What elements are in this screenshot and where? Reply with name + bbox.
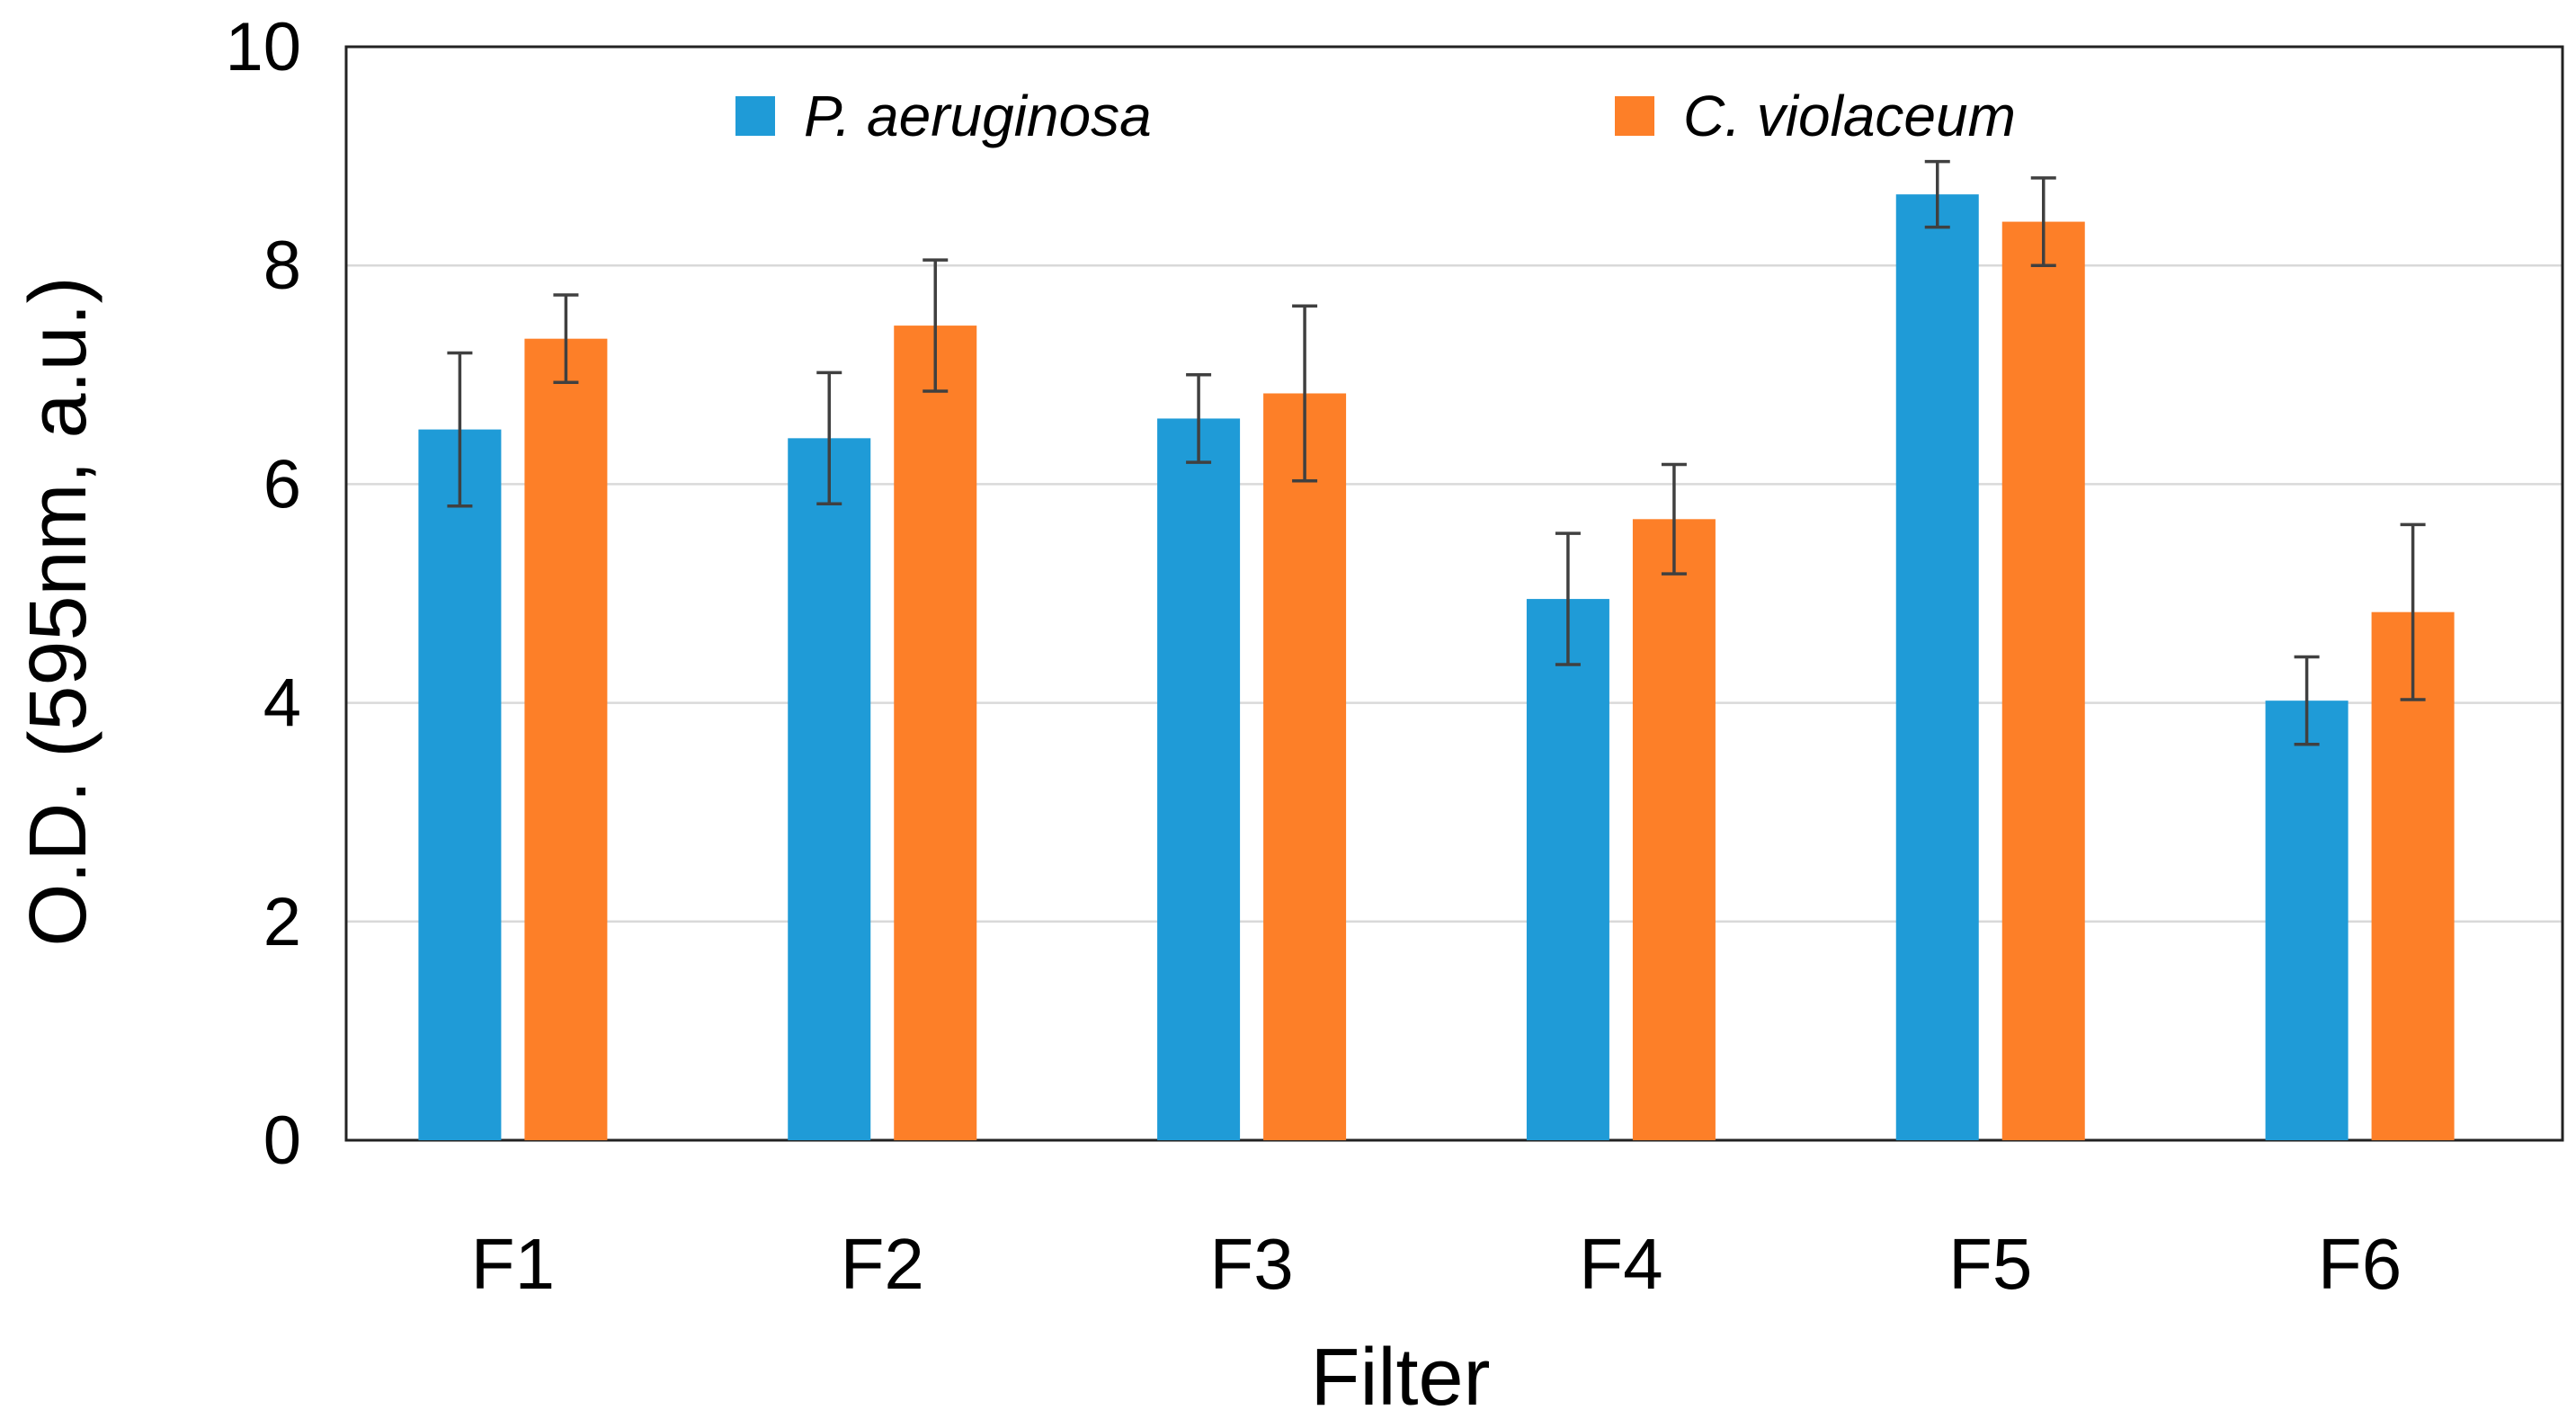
x-tick-label: F2	[841, 1224, 924, 1304]
y-axis-ticks: 0 2 4 6 8 10	[225, 9, 301, 1179]
y-tick-label: 0	[263, 1102, 301, 1179]
error-bar	[923, 258, 949, 393]
x-axis-ticks: F1 F2 F3 F4 F5 F6	[471, 1224, 2402, 1304]
error-bar	[2400, 522, 2426, 701]
x-tick-label: F1	[471, 1224, 555, 1304]
error-bars	[447, 159, 2426, 746]
error-bar	[1661, 462, 1687, 576]
bar-f1-series-2	[524, 338, 608, 1140]
error-bar	[816, 370, 842, 506]
y-tick-label: 6	[263, 446, 301, 522]
legend-swatch	[735, 96, 775, 136]
y-tick-label: 2	[263, 884, 301, 960]
bar-f5-series-1	[1895, 194, 1979, 1140]
gridlines	[346, 263, 2563, 924]
bar-f6-series-1	[2265, 701, 2349, 1140]
plot-frame	[344, 45, 2564, 1142]
legend-label: P. aeruginosa	[804, 84, 1152, 148]
error-bar	[1292, 304, 1318, 483]
error-bar	[1555, 531, 1581, 666]
x-tick-label: F3	[1209, 1224, 1293, 1304]
legend-label: C. violaceum	[1683, 84, 2016, 148]
x-tick-label: F6	[2318, 1224, 2402, 1304]
y-axis-title: O.D. (595nm, a.u.)	[13, 276, 103, 946]
y-tick-label: 10	[225, 9, 301, 85]
error-bar	[447, 351, 473, 508]
bar-f3-series-1	[1157, 418, 1241, 1140]
bar-f2-series-2	[894, 326, 977, 1141]
error-bar	[2030, 176, 2056, 267]
error-bar	[553, 293, 579, 385]
error-bar	[2294, 655, 2320, 746]
legend: P. aeruginosa C. violaceum	[735, 84, 2016, 148]
bar-f3-series-2	[1263, 393, 1347, 1140]
x-tick-label: F4	[1579, 1224, 1662, 1304]
bar-f4-series-2	[1632, 519, 1716, 1140]
bar-f5-series-2	[2001, 221, 2085, 1140]
bar-f1-series-1	[418, 429, 502, 1141]
bar-f2-series-1	[788, 438, 871, 1140]
legend-swatch	[1615, 96, 1654, 136]
y-tick-label: 4	[263, 665, 301, 742]
y-tick-label: 8	[263, 228, 301, 304]
error-bar	[1186, 373, 1212, 464]
x-tick-label: F5	[1948, 1224, 2032, 1304]
x-axis-title: Filter	[1311, 1333, 1491, 1419]
bars	[418, 194, 2455, 1141]
bar-f4-series-1	[1526, 599, 1609, 1140]
error-bar	[1924, 159, 1950, 229]
